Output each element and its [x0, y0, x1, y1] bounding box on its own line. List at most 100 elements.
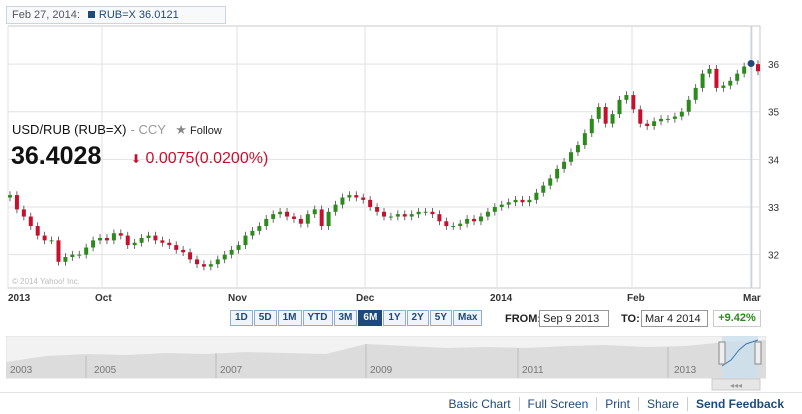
- candle-body: [63, 257, 68, 262]
- candle-body: [264, 218, 269, 227]
- full-screen-link[interactable]: Full Screen: [518, 397, 597, 411]
- range-3m-button[interactable]: 3M: [333, 310, 358, 326]
- candle-body: [222, 254, 227, 260]
- candle-body: [8, 195, 12, 198]
- y-tick-label: 35: [768, 108, 780, 119]
- price-chart[interactable]: 32 33 34 35 36: [0, 0, 802, 300]
- candle-body: [42, 235, 47, 241]
- candle-body: [215, 259, 220, 265]
- candle-body: [174, 245, 179, 250]
- candle-body: [375, 207, 380, 212]
- candle-body: [638, 109, 643, 124]
- change-value: 0.0075: [145, 150, 195, 167]
- candle-body: [478, 216, 483, 222]
- candle-body: [271, 214, 276, 219]
- candle-body: [562, 161, 567, 169]
- navigator-window[interactable]: [722, 336, 758, 378]
- candle-body: [527, 199, 532, 203]
- candle-body: [236, 245, 241, 250]
- nav-year-label: 2013: [674, 365, 697, 376]
- candle-body: [555, 168, 560, 179]
- series-square-icon: [87, 11, 95, 18]
- candle-body: [354, 195, 359, 198]
- candle-body: [672, 116, 677, 119]
- candle-body: [409, 214, 414, 217]
- candle-body: [631, 95, 636, 110]
- candle-body: [160, 240, 165, 243]
- range-max-button[interactable]: Max: [453, 310, 483, 326]
- x-tick-label: Dec: [356, 293, 375, 304]
- navigator[interactable]: ◂◂◂ 2003 2005 2007 2009 2011 2013: [6, 336, 766, 392]
- candle-body: [485, 211, 490, 217]
- send-feedback-link[interactable]: Send Feedback: [686, 397, 792, 411]
- arrow-down-icon: ⬇: [131, 152, 142, 166]
- candle-body: [617, 99, 622, 115]
- range-5y-button[interactable]: 5Y: [429, 310, 453, 326]
- candle-body: [208, 264, 213, 267]
- candle-body: [132, 242, 137, 246]
- candle-body: [596, 106, 601, 119]
- to-date-input[interactable]: [641, 310, 708, 327]
- candle-body: [506, 202, 511, 205]
- follow-button[interactable]: ★ Follow: [175, 122, 222, 137]
- quote-ccy: - CCY: [130, 122, 166, 137]
- candle-body: [444, 221, 449, 227]
- navigator-left-handle[interactable]: [718, 341, 726, 365]
- candle-body: [721, 85, 726, 88]
- candle-body: [395, 214, 400, 217]
- range-5d-button[interactable]: 5D: [253, 310, 277, 326]
- y-tick-label: 34: [768, 155, 780, 166]
- legend-header: Feb 27, 2014: RUB=X 36.0121: [6, 6, 226, 24]
- range-1m-button[interactable]: 1M: [277, 310, 302, 326]
- navigator-scrollbar[interactable]: [711, 378, 761, 391]
- candle-body: [77, 254, 82, 256]
- candle-body: [679, 111, 684, 117]
- candle-body: [451, 226, 456, 228]
- candle-body: [513, 199, 518, 203]
- candle-body: [548, 178, 553, 186]
- candle-body: [125, 235, 130, 246]
- range-1d-button[interactable]: 1D: [230, 310, 253, 326]
- candle-body: [416, 211, 421, 215]
- range-buttons: 1D 5D 1M YTD 3M 6M 1Y 2Y 5Y Max: [230, 310, 483, 326]
- range-ytd-button[interactable]: YTD: [302, 310, 333, 326]
- range-1y-button[interactable]: 1Y: [383, 310, 406, 326]
- candle-body: [291, 216, 296, 219]
- candle-body: [714, 68, 719, 88]
- candle-body: [84, 247, 89, 255]
- navigator-right-handle[interactable]: [754, 341, 762, 365]
- follow-label: Follow: [190, 125, 222, 137]
- candle-body: [340, 197, 345, 205]
- candle-body: [56, 240, 61, 262]
- candle-body: [437, 214, 442, 222]
- last-price: 36.4028: [11, 142, 102, 170]
- quote-title: USD/RUB (RUB=X) - CCY ★ Follow: [12, 122, 222, 138]
- candle-body: [361, 197, 366, 200]
- hover-point: [747, 60, 755, 68]
- candle-body: [285, 211, 290, 217]
- from-date-input[interactable]: [539, 310, 609, 327]
- candle-body: [520, 199, 525, 203]
- y-tick-label: 36: [768, 60, 780, 71]
- nav-year-label: 2005: [94, 365, 117, 376]
- candle-body: [382, 211, 386, 217]
- candle-body: [430, 211, 435, 215]
- candle-body: [70, 254, 75, 258]
- candle-body: [458, 223, 463, 227]
- candle-body: [201, 264, 206, 267]
- range-2y-button[interactable]: 2Y: [406, 310, 429, 326]
- candle-body: [569, 152, 573, 162]
- candle-body: [575, 145, 580, 153]
- range-6m-button[interactable]: 6M: [358, 310, 383, 326]
- candle-body: [21, 209, 26, 217]
- basic-chart-link[interactable]: Basic Chart: [448, 397, 511, 411]
- plot-area: [7, 25, 761, 289]
- share-link[interactable]: Share: [637, 397, 687, 411]
- candle-body: [333, 204, 338, 212]
- period-change: +9.42%: [713, 310, 761, 327]
- candle-body: [589, 118, 594, 134]
- candle-body: [756, 64, 760, 72]
- print-link[interactable]: Print: [596, 397, 638, 411]
- candle-body: [742, 66, 747, 74]
- star-icon: ★: [175, 122, 187, 137]
